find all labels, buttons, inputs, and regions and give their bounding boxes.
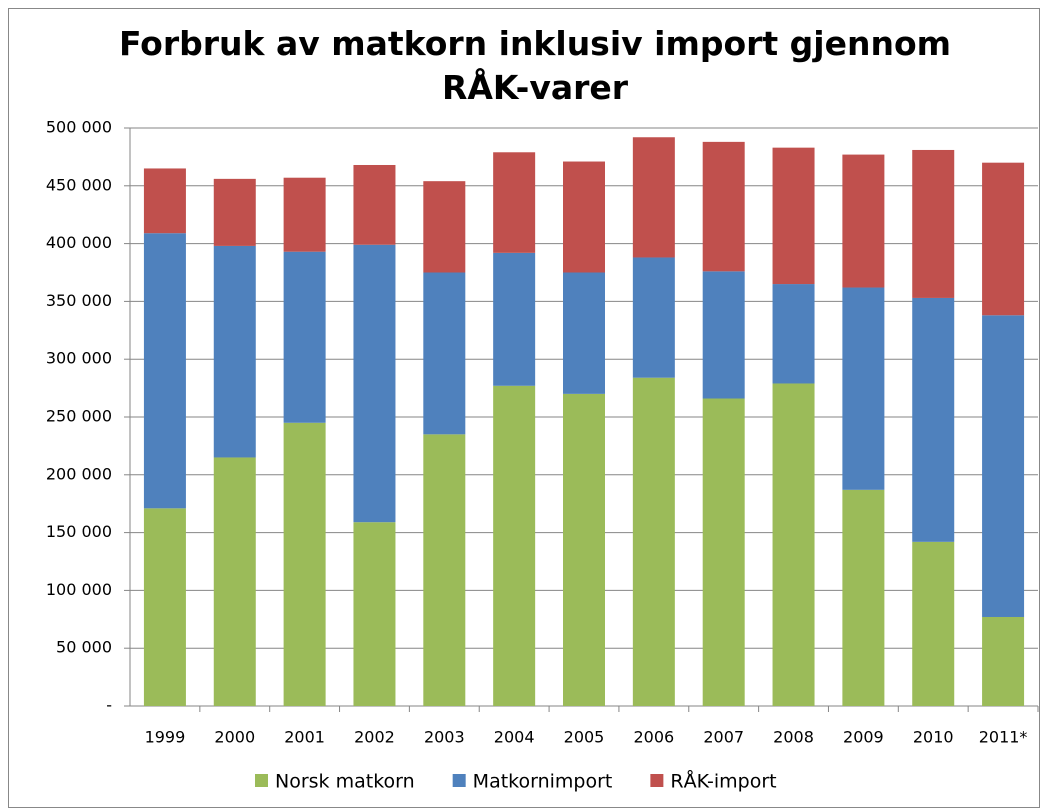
bar-segment	[423, 272, 466, 435]
bar-segment	[563, 161, 605, 273]
bar-segment	[772, 383, 815, 706]
bar-segment	[143, 233, 186, 509]
x-tick-label: 2007	[703, 728, 744, 747]
bar-segment	[702, 398, 745, 706]
bar-segment	[982, 315, 1025, 617]
legend-swatch	[452, 774, 466, 787]
bar-segment	[842, 287, 885, 490]
bar-segment	[772, 147, 815, 285]
bar-segment	[563, 272, 605, 394]
bar-segment	[982, 616, 1025, 706]
bar-segment	[702, 141, 745, 272]
chart-title: Forbruk av matkorn inklusiv import gjenn…	[118, 24, 952, 107]
legend-label: Norsk matkorn	[275, 771, 415, 793]
y-tick-label: 250 000	[46, 407, 112, 426]
x-tick-label: 2001	[284, 728, 325, 747]
legend-swatch	[255, 774, 268, 787]
bar-segment	[912, 541, 955, 706]
y-tick-label: 450 000	[46, 175, 112, 194]
bar-segment	[702, 271, 745, 399]
bar-segment	[423, 181, 466, 273]
bar-segment	[283, 177, 326, 252]
bar-segment	[493, 252, 536, 386]
bar-segment	[563, 393, 605, 706]
x-tick-label: 2006	[633, 728, 674, 747]
y-tick-label: 400 000	[46, 233, 112, 252]
bar-segment	[632, 377, 675, 706]
bar-segment	[982, 162, 1025, 316]
x-tick-label: 2004	[494, 728, 535, 747]
bar-segment	[493, 385, 536, 706]
x-tick-label: 2002	[354, 728, 395, 747]
chart-frame	[8, 8, 1040, 808]
y-tick-label: 150 000	[46, 522, 112, 541]
bar-segment	[283, 251, 326, 423]
bar-segment	[912, 297, 955, 542]
bar-segment	[213, 178, 256, 246]
bar-segment	[493, 152, 536, 253]
bar-segment	[213, 457, 256, 706]
x-tick-label: 1999	[145, 728, 186, 747]
bar-segment	[283, 422, 326, 706]
y-tick-label: 300 000	[46, 349, 112, 368]
x-tick-label: 2008	[773, 728, 814, 747]
y-tick-label: 500 000	[46, 118, 112, 137]
y-tick-label: -	[106, 696, 112, 715]
bar-segment	[423, 434, 466, 706]
bar-segment	[143, 168, 186, 234]
y-tick-label: 200 000	[46, 464, 112, 483]
y-tick-label: 100 000	[46, 580, 112, 599]
x-tick-label: 2010	[913, 728, 954, 747]
bar-segment	[632, 257, 675, 378]
bar-segment	[842, 489, 885, 706]
x-tick-label: 2005	[564, 728, 605, 747]
bar-segment	[772, 284, 815, 384]
x-tick-label: 2011*	[979, 728, 1028, 747]
bar-segment	[353, 164, 396, 245]
x-tick-label: 2003	[424, 728, 465, 747]
bar-segment	[353, 244, 396, 523]
x-tick-label: 2000	[214, 728, 255, 747]
y-tick-label: 50 000	[56, 638, 112, 657]
legend-label: RÅK-import	[670, 770, 776, 793]
legend-swatch	[650, 774, 664, 787]
bar-segment	[353, 522, 396, 706]
x-tick-label: 2009	[843, 728, 884, 747]
y-tick-label: 350 000	[46, 291, 112, 310]
bar-segment	[213, 245, 256, 458]
bar-segment	[632, 137, 675, 258]
bar-segment	[912, 149, 955, 298]
bar-segment	[143, 508, 186, 706]
bar-segment	[842, 154, 885, 288]
legend-label: Matkornimport	[473, 771, 613, 793]
